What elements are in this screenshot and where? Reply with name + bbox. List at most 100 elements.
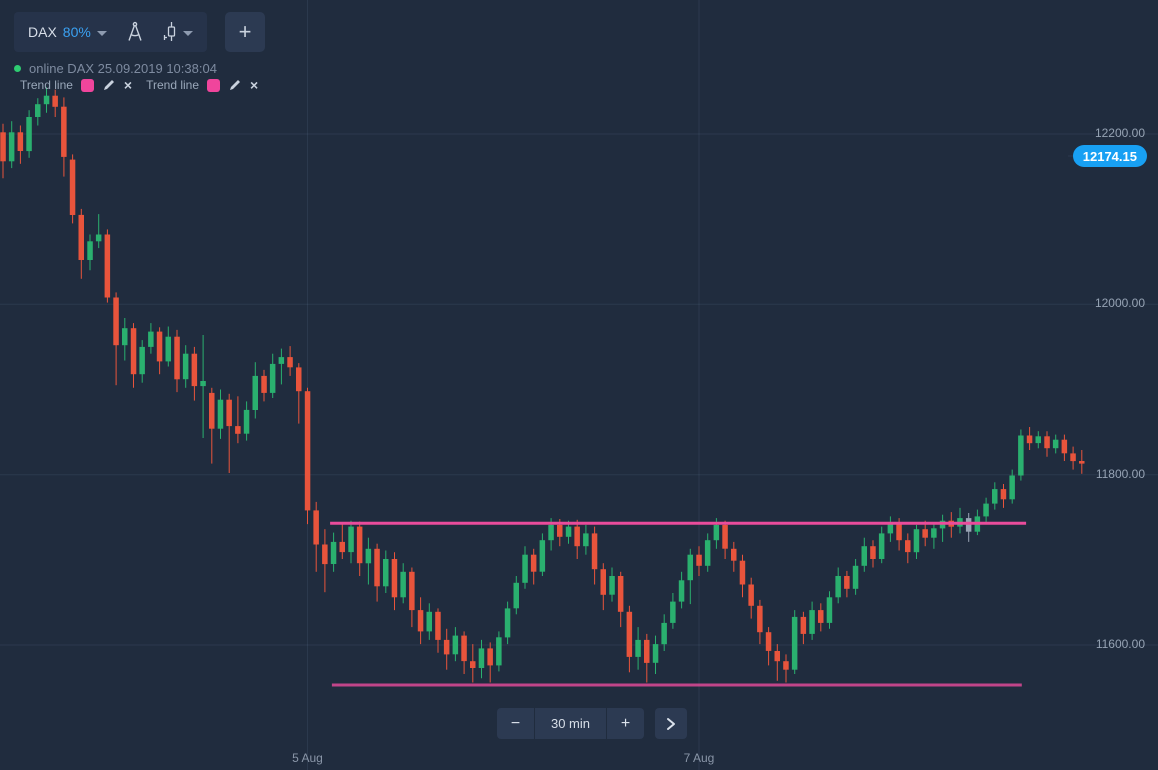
candle	[835, 576, 841, 598]
candle	[678, 580, 685, 602]
candle	[235, 426, 241, 434]
candle	[87, 241, 93, 260]
connection-status: online DAX 25.09.2019 10:38:04	[14, 61, 217, 76]
candle	[557, 524, 563, 537]
candle	[1044, 436, 1050, 449]
candle	[861, 546, 867, 566]
color-swatch[interactable]	[207, 78, 221, 92]
candle	[174, 336, 180, 380]
candle	[844, 576, 850, 589]
chart-type-selector[interactable]	[163, 21, 193, 43]
candle	[487, 648, 493, 666]
status-text: online DAX 25.09.2019 10:38:04	[29, 61, 217, 76]
trend-line-legend-item: Trend line ×	[146, 78, 258, 92]
candle	[35, 104, 41, 117]
pencil-icon[interactable]	[228, 78, 242, 92]
candle	[731, 548, 737, 561]
candle	[818, 610, 824, 623]
candle	[922, 529, 928, 538]
candle	[565, 526, 572, 537]
candle	[409, 571, 415, 611]
candle	[61, 106, 67, 157]
candle	[600, 569, 606, 595]
delete-drawing-icon[interactable]: ×	[250, 77, 259, 93]
candle	[591, 533, 598, 570]
candle	[609, 576, 615, 595]
trend-line-legend-item: Trend line ×	[20, 78, 132, 92]
candle	[931, 528, 937, 538]
candlestick-chart-icon	[163, 22, 175, 41]
timeframe-decrease-button[interactable]: −	[510, 714, 521, 732]
candle	[496, 637, 502, 666]
candle	[182, 353, 189, 380]
drawing-tools-button[interactable]	[125, 21, 145, 43]
candle	[992, 489, 998, 504]
add-chart-button[interactable]: +	[225, 12, 265, 52]
chevron-right-icon	[667, 717, 675, 730]
chart-toolbar: DAX 80%	[14, 12, 207, 52]
candle	[0, 132, 6, 162]
candle	[574, 526, 580, 547]
candle	[722, 524, 728, 549]
candle	[191, 353, 198, 387]
candle	[209, 392, 215, 429]
candle	[356, 526, 363, 564]
candle	[252, 375, 258, 410]
candle	[130, 328, 137, 375]
candle	[417, 610, 424, 632]
candle	[870, 546, 876, 559]
trend-line-label: Trend line	[20, 78, 73, 92]
candle	[504, 608, 511, 638]
pencil-icon[interactable]	[102, 78, 116, 92]
candle	[374, 548, 380, 587]
candle	[461, 635, 467, 662]
candle	[783, 661, 789, 670]
candle	[1026, 435, 1033, 444]
symbol-selector[interactable]: DAX 80%	[28, 24, 107, 40]
candle	[583, 533, 589, 547]
candle	[644, 639, 650, 663]
candle	[78, 214, 84, 260]
candle	[878, 533, 885, 559]
candle	[1018, 435, 1024, 476]
trend-line-label: Trend line	[146, 78, 200, 92]
candle	[122, 328, 128, 346]
scroll-to-latest-button[interactable]	[655, 708, 687, 739]
candle	[661, 622, 667, 645]
candle	[513, 582, 519, 609]
delete-drawing-icon[interactable]: ×	[123, 77, 133, 93]
candle	[8, 132, 15, 162]
candle	[52, 95, 58, 107]
color-swatch[interactable]	[80, 78, 94, 92]
candle	[670, 601, 676, 623]
timeframe-increase-button[interactable]: +	[620, 714, 631, 732]
candle	[443, 639, 450, 655]
candle	[365, 548, 372, 564]
candle	[226, 399, 232, 427]
candle	[348, 526, 354, 553]
candle	[139, 346, 145, 375]
candle	[43, 95, 50, 105]
candle	[1009, 475, 1015, 500]
candle	[713, 524, 720, 541]
candle	[1035, 436, 1041, 444]
candle	[287, 357, 293, 368]
candle	[435, 611, 441, 640]
candle	[522, 554, 528, 583]
candle	[983, 503, 989, 517]
candle	[200, 381, 206, 387]
candle	[304, 391, 311, 511]
candle	[635, 639, 641, 657]
candle	[69, 159, 76, 215]
candle	[905, 540, 911, 553]
payout-percent-label: 80%	[62, 24, 91, 40]
candle	[965, 518, 972, 532]
candle	[765, 632, 772, 651]
candle	[426, 611, 432, 632]
candle	[800, 616, 807, 634]
candle	[296, 367, 302, 392]
candle	[826, 597, 833, 623]
symbol-label: DAX	[28, 24, 57, 40]
